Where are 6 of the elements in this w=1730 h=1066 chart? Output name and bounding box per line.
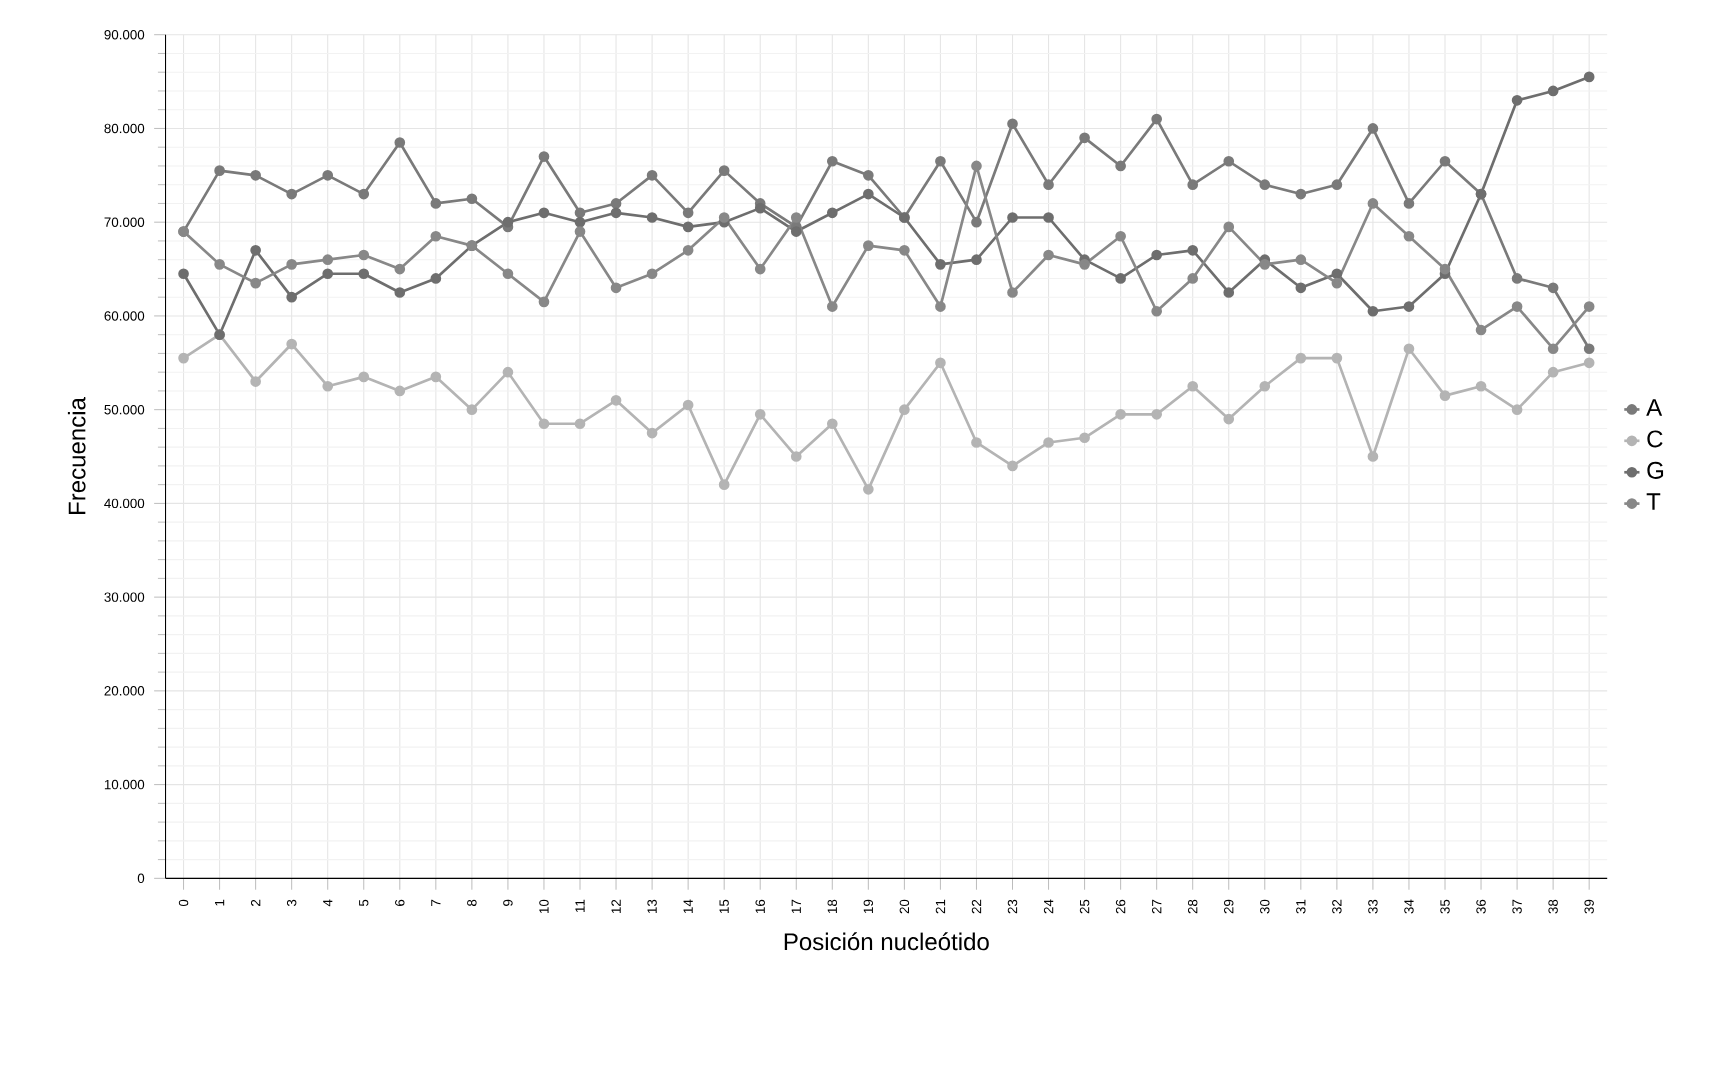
legend-label: G (1647, 462, 1664, 480)
y-axis-title: Frecuencia (67, 397, 86, 515)
legend-label: A (1646, 399, 1663, 417)
x-axis-title: Posición nucleótido (784, 932, 989, 951)
legend-label: T (1646, 493, 1661, 511)
legend-label: C (1647, 430, 1663, 448)
